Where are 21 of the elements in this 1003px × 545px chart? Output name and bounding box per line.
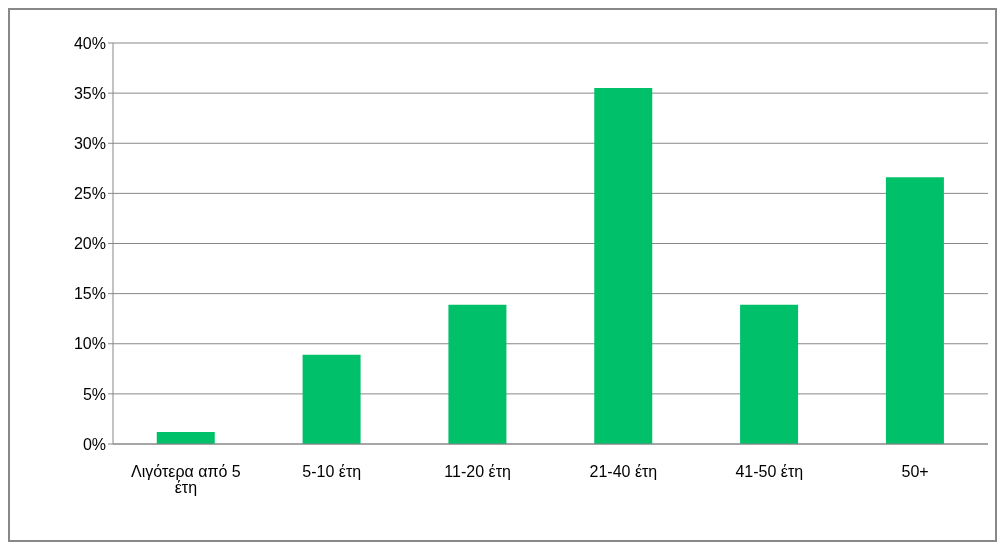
bar — [302, 354, 361, 444]
x-tick-label: 50+ — [901, 463, 929, 481]
bar — [594, 88, 653, 444]
bar — [740, 304, 799, 444]
y-tick-label: 20% — [73, 235, 106, 253]
y-tick-label: 15% — [73, 285, 106, 303]
y-tick-label: 30% — [73, 134, 106, 152]
y-tick-label: 40% — [73, 34, 106, 52]
x-tick-label: 21-40 έτη — [589, 463, 658, 481]
x-tick-label: 11-20 έτη — [444, 463, 511, 481]
x-tick-label: 41-50 έτη — [735, 463, 804, 481]
bar — [156, 431, 215, 444]
y-tick-label: 10% — [73, 335, 106, 353]
bar — [885, 177, 944, 444]
y-tick-label: 5% — [82, 385, 106, 403]
bar — [448, 304, 507, 444]
y-tick-label: 0% — [82, 435, 106, 453]
x-tick-label: Λιγότερα από 5 έτη — [131, 463, 241, 497]
y-tick-label: 25% — [73, 185, 106, 203]
x-tick-label: 5-10 έτη — [302, 463, 362, 481]
y-tick-label: 35% — [73, 84, 106, 102]
